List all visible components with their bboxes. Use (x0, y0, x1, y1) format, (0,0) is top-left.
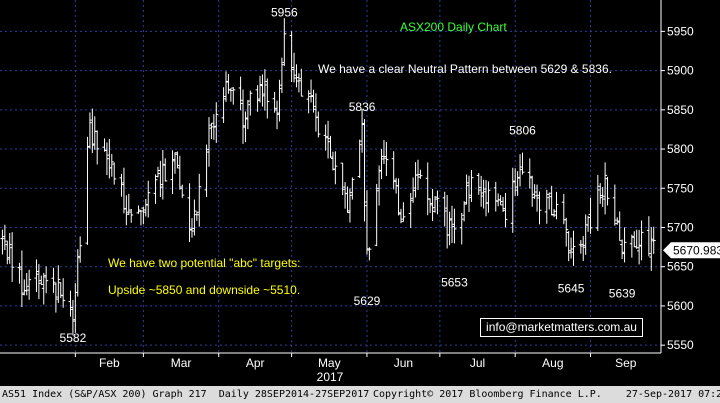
x-tick-label: Aug (542, 356, 563, 370)
x-tick-label: Jul (470, 356, 485, 370)
y-tick-label: 5800 (667, 142, 694, 156)
year-label: 2017 (317, 370, 344, 384)
key-point-label: 5645 (558, 282, 585, 296)
y-tick-label: 5600 (667, 299, 694, 313)
last-price-tag-shape (663, 242, 720, 259)
key-point-label: 5836 (349, 100, 376, 114)
x-tick-label: Jun (394, 356, 413, 370)
chart-title: ASX200 Daily Chart (400, 20, 507, 34)
footer-left-text: AS51 Index (S&P/ASX 200) Graph 217 Daily… (2, 389, 370, 400)
last-price-tag: 5670.983 (663, 242, 720, 259)
asx200-chart: 5550 5600 5650 5700 5750 5800 5850 5900 5950 Feb… (0, 0, 720, 384)
y-tick-label: 5550 (667, 338, 694, 352)
y-tick-label: 5700 (667, 220, 694, 234)
grid-lines (0, 0, 661, 353)
neutral-pattern-note: We have a clear Neutral Pattern between … (318, 62, 612, 76)
x-axis-ticks: Feb Mar Apr May Jun Jul Aug Sep (74, 353, 637, 370)
targets-note-line1: We have two potential "abc" targets: (108, 256, 300, 270)
footer-right-text: Copyright© 2017 Bloomberg Finance L.P. 2… (373, 389, 720, 400)
targets-note-line2: Upside ~5850 and downside ~5510. (108, 283, 300, 297)
key-point-label: 5582 (60, 331, 87, 345)
x-tick-label: Apr (246, 356, 265, 370)
key-point-label: 5956 (271, 6, 298, 20)
y-tick-label: 5900 (667, 64, 694, 78)
y-tick-label: 5950 (667, 24, 694, 38)
key-point-label: 5639 (609, 286, 636, 300)
y-axis-ticks: 5550 5600 5650 5700 5750 5800 5850 5900 5950 (661, 24, 694, 352)
bloomberg-footer: AS51 Index (S&P/ASX 200) Graph 217 Daily… (0, 386, 720, 403)
key-point-label: 5806 (509, 123, 536, 137)
last-price-value: 5670.983 (673, 243, 720, 257)
y-tick-label: 5750 (667, 181, 694, 195)
key-point-label: 5629 (354, 294, 381, 308)
x-tick-label: Feb (99, 356, 120, 370)
email-link[interactable]: info@marketmatters.com.au (480, 318, 643, 337)
y-tick-label: 5850 (667, 103, 694, 117)
key-point-label: 5653 (441, 275, 468, 289)
x-tick-label: Sep (615, 356, 637, 370)
price-bars (0, 18, 656, 336)
key-point-labels: 5582 5956 5836 5629 5653 5806 5645 5639 (60, 6, 636, 345)
x-tick-label: Mar (171, 356, 192, 370)
y-tick-label: 5650 (667, 260, 694, 274)
x-tick-label: May (318, 356, 341, 370)
